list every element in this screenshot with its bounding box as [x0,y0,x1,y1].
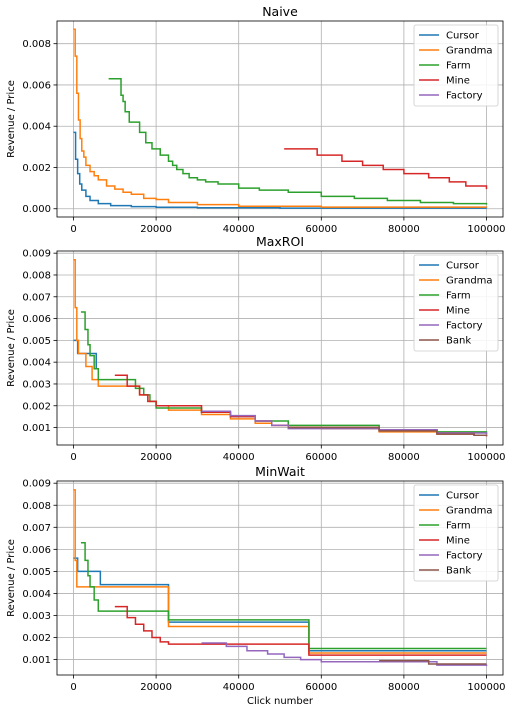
legend-label-cursor: Cursor [446,261,480,272]
y-tick-label: 0.003 [22,379,51,390]
x-tick-label: 60000 [305,452,337,463]
series-line-factory [201,410,488,435]
x-tick-label: 0 [70,682,76,693]
x-tick-label: 20000 [140,224,172,235]
series-line-bank [288,426,488,437]
legend-label-mine: Mine [446,306,470,317]
y-tick-label: 0.008 [22,501,51,512]
series-line-factory [201,642,488,667]
x-tick-label: 80000 [388,452,420,463]
y-tick-label: 0.001 [22,655,51,666]
x-tick-label: 100000 [467,682,505,693]
legend-label-farm: Farm [446,291,471,302]
y-tick-label: 0.004 [22,122,51,133]
y-tick-label: 0.007 [22,292,51,303]
y-tick-label: 0.004 [22,358,51,369]
legend-label-factory: Factory [446,551,483,562]
x-tick-label: 60000 [305,682,337,693]
legend-label-farm: Farm [446,61,471,72]
legend-label-farm: Farm [446,521,471,532]
x-tick-label: 40000 [223,682,255,693]
series-line-farm [80,311,488,435]
legend-label-grandma: Grandma [446,46,493,57]
y-axis-label: Revenue / Price [6,309,17,387]
y-tick-label: 0.008 [22,270,51,281]
axes-frame [56,20,504,218]
series-line-grandma [73,28,488,208]
legend-label-factory: Factory [446,321,483,332]
axes-frame [56,250,504,446]
series-line-mine [114,605,487,656]
legend-label-grandma: Grandma [446,276,493,287]
y-tick-label: 0.006 [22,545,51,556]
y-tick-label: 0.005 [22,336,51,347]
legend-label-cursor: Cursor [446,31,480,42]
y-tick-label: 0.006 [22,80,51,91]
legend-label-bank: Bank [446,566,471,577]
legend-label-cursor: Cursor [446,491,480,502]
x-tick-label: 100000 [467,224,505,235]
series-line-bank [379,659,487,665]
x-tick-label: 0 [70,452,76,463]
y-tick-label: 0.002 [22,163,51,174]
x-axis-label: Click number [247,696,314,707]
chart-panel-minwait: 0 20000 40000 60000 80000 100000 0.001 0.002 0.0… [6,464,506,707]
legend-box [413,484,499,582]
series-line-cursor [73,131,488,209]
legend-box [413,24,499,107]
legend: Cursor Grandma Farm Mine Factory Bank [413,254,499,352]
y-tick-label: 0.004 [22,589,51,600]
x-tick-label: 80000 [388,224,420,235]
x-tick-label: 40000 [223,224,255,235]
y-tick-label: 0.009 [22,479,51,490]
legend-label-bank: Bank [446,336,471,347]
x-tick-label: 20000 [140,682,172,693]
legend-label-mine: Mine [446,536,470,547]
x-tick-label: 20000 [140,452,172,463]
y-tick-label: 0.001 [22,423,51,434]
y-tick-label: 0.005 [22,567,51,578]
chart-panel-maxroi: 0 20000 40000 60000 80000 100000 0.001 0.002 0.0… [6,234,506,463]
y-tick-label: 0.002 [22,401,51,412]
series-line-cursor [73,339,97,369]
x-tick-label: 40000 [223,452,255,463]
legend-label-factory: Factory [446,91,483,102]
series-line-farm [80,541,487,650]
y-tick-label: 0.007 [22,523,51,534]
x-tick-label: 100000 [467,452,505,463]
y-tick-label: 0.006 [22,314,51,325]
y-axis-label: Revenue / Price [6,80,17,158]
chart-title: Naive [262,4,298,19]
legend: Cursor Grandma Farm Mine Factory Bank [413,484,499,582]
y-axis-label: Revenue / Price [6,539,17,617]
y-tick-label: 0.008 [22,39,51,50]
series-line-farm [108,78,488,205]
y-tick-label: 0.000 [22,204,51,215]
chart-title: MaxROI [256,234,304,249]
legend-label-grandma: Grandma [446,506,493,517]
x-tick-label: 60000 [305,224,337,235]
series-line-mine [284,148,488,190]
y-tick-label: 0.003 [22,611,51,622]
legend-box [413,254,499,352]
axes-frame [56,480,504,676]
legend-label-mine: Mine [446,76,470,87]
legend: Cursor Grandma Farm Mine Factory [413,24,499,107]
chart-title: MinWait [255,464,305,479]
y-tick-label: 0.009 [22,249,51,260]
chart-panel-naive: 0 20000 40000 60000 80000 100000 0.000 0.002 0.0… [6,4,506,235]
y-tick-label: 0.002 [22,633,51,644]
x-tick-label: 0 [70,224,76,235]
x-tick-label: 80000 [388,682,420,693]
